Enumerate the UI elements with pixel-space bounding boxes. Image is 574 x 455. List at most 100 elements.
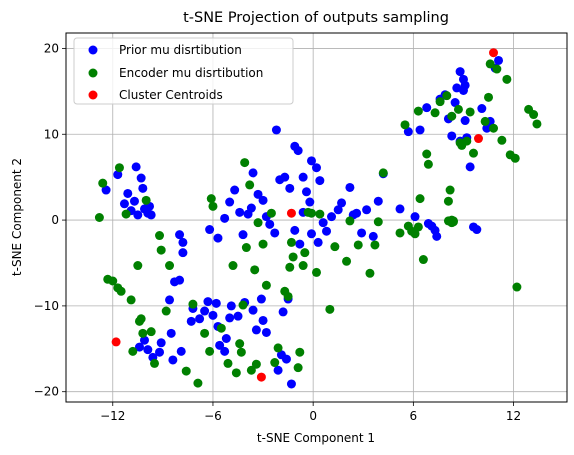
prior-point bbox=[345, 182, 355, 192]
prior-point bbox=[166, 328, 176, 338]
prior-point bbox=[165, 295, 175, 305]
prior-point bbox=[175, 275, 185, 285]
encoder-point bbox=[492, 64, 502, 74]
encoder-point bbox=[181, 366, 191, 376]
encoder-point bbox=[273, 343, 283, 353]
encoder-point bbox=[240, 158, 250, 168]
prior-point bbox=[362, 205, 372, 215]
prior-point bbox=[265, 219, 275, 229]
prior-point bbox=[415, 125, 425, 135]
encoder-point bbox=[94, 213, 104, 222]
encoder-point bbox=[400, 120, 410, 130]
prior-point bbox=[472, 225, 482, 235]
grid-lines bbox=[66, 33, 567, 402]
x-tick-label: 0 bbox=[309, 409, 317, 423]
prior-point bbox=[293, 146, 303, 156]
prior-point bbox=[313, 237, 323, 247]
prior-point bbox=[139, 335, 149, 345]
prior-point bbox=[465, 162, 475, 172]
prior-point bbox=[295, 239, 305, 249]
prior-point bbox=[477, 104, 487, 114]
encoder-point bbox=[435, 97, 445, 107]
prior-point bbox=[273, 365, 283, 375]
encoder-point bbox=[156, 245, 166, 255]
prior-point bbox=[270, 228, 280, 238]
legend: Prior mu disrtibution Encoder mu disrtib… bbox=[73, 37, 294, 105]
prior-point bbox=[168, 355, 178, 365]
plot-frame bbox=[65, 32, 568, 403]
legend-marker-prior bbox=[88, 45, 98, 55]
encoder-point bbox=[468, 148, 478, 158]
encoder-point bbox=[266, 208, 276, 218]
prior-point bbox=[200, 306, 210, 316]
prior-point bbox=[298, 172, 308, 182]
prior-point bbox=[226, 301, 236, 311]
prior-point bbox=[101, 185, 111, 195]
prior-point bbox=[482, 123, 492, 133]
encoder-point bbox=[465, 107, 475, 117]
prior-point bbox=[220, 346, 230, 356]
prior-point bbox=[281, 354, 291, 364]
prior-point bbox=[203, 297, 213, 307]
encoder-point bbox=[193, 378, 203, 388]
y-tick-label: −20 bbox=[34, 385, 59, 399]
encoder-point bbox=[370, 240, 380, 250]
prior-point bbox=[225, 197, 235, 207]
prior-point bbox=[138, 183, 148, 193]
prior-point bbox=[333, 205, 343, 215]
encoder-point bbox=[532, 119, 542, 129]
prior-point bbox=[195, 314, 205, 324]
prior-point bbox=[337, 198, 347, 208]
prior-point bbox=[175, 230, 185, 240]
encoder-point bbox=[286, 237, 296, 247]
encoder-point bbox=[141, 195, 151, 205]
encoder-point bbox=[315, 209, 325, 219]
prior-point bbox=[238, 230, 248, 240]
encoder-point bbox=[342, 256, 352, 266]
prior-point bbox=[146, 210, 156, 220]
prior-point bbox=[143, 345, 153, 355]
prior-point bbox=[131, 162, 141, 172]
prior-point bbox=[235, 207, 245, 217]
encoder-point bbox=[238, 300, 248, 310]
encoder-point bbox=[138, 328, 148, 338]
y-tick-label: 20 bbox=[44, 41, 59, 55]
prior-point bbox=[119, 199, 129, 209]
data-points bbox=[94, 48, 542, 389]
encoder-point bbox=[150, 358, 160, 368]
encoder-point bbox=[205, 346, 215, 356]
prior-point bbox=[278, 307, 288, 317]
encoder-point bbox=[442, 91, 452, 101]
centroid-point bbox=[111, 337, 121, 347]
prior-point bbox=[423, 219, 433, 229]
prior-point bbox=[156, 338, 166, 348]
prior-point bbox=[312, 163, 321, 173]
centroid-point bbox=[473, 134, 483, 144]
encoder-point bbox=[293, 363, 303, 373]
encoder-point bbox=[345, 216, 355, 226]
encoder-point bbox=[114, 163, 124, 173]
encoder-point bbox=[108, 276, 118, 286]
encoder-point bbox=[407, 226, 417, 236]
prior-point bbox=[315, 176, 325, 186]
encoder-point bbox=[512, 282, 522, 292]
prior-point bbox=[211, 298, 221, 308]
encoder-point bbox=[251, 359, 261, 369]
prior-point bbox=[221, 333, 231, 343]
legend-label-centroids: Cluster Centroids bbox=[119, 88, 223, 102]
encoder-point bbox=[231, 368, 241, 378]
encoder-point bbox=[165, 261, 175, 271]
encoder-point bbox=[146, 327, 156, 337]
encoder-point bbox=[298, 261, 308, 271]
prior-point bbox=[430, 225, 440, 235]
encoder-point bbox=[126, 295, 136, 305]
encoder-point bbox=[312, 267, 321, 277]
encoder-point bbox=[413, 106, 423, 116]
encoder-point bbox=[128, 346, 138, 356]
prior-point bbox=[213, 233, 223, 243]
encoder-point bbox=[418, 255, 428, 265]
prior-point bbox=[494, 55, 504, 65]
prior-point bbox=[290, 225, 300, 235]
encoder-point bbox=[116, 286, 126, 296]
